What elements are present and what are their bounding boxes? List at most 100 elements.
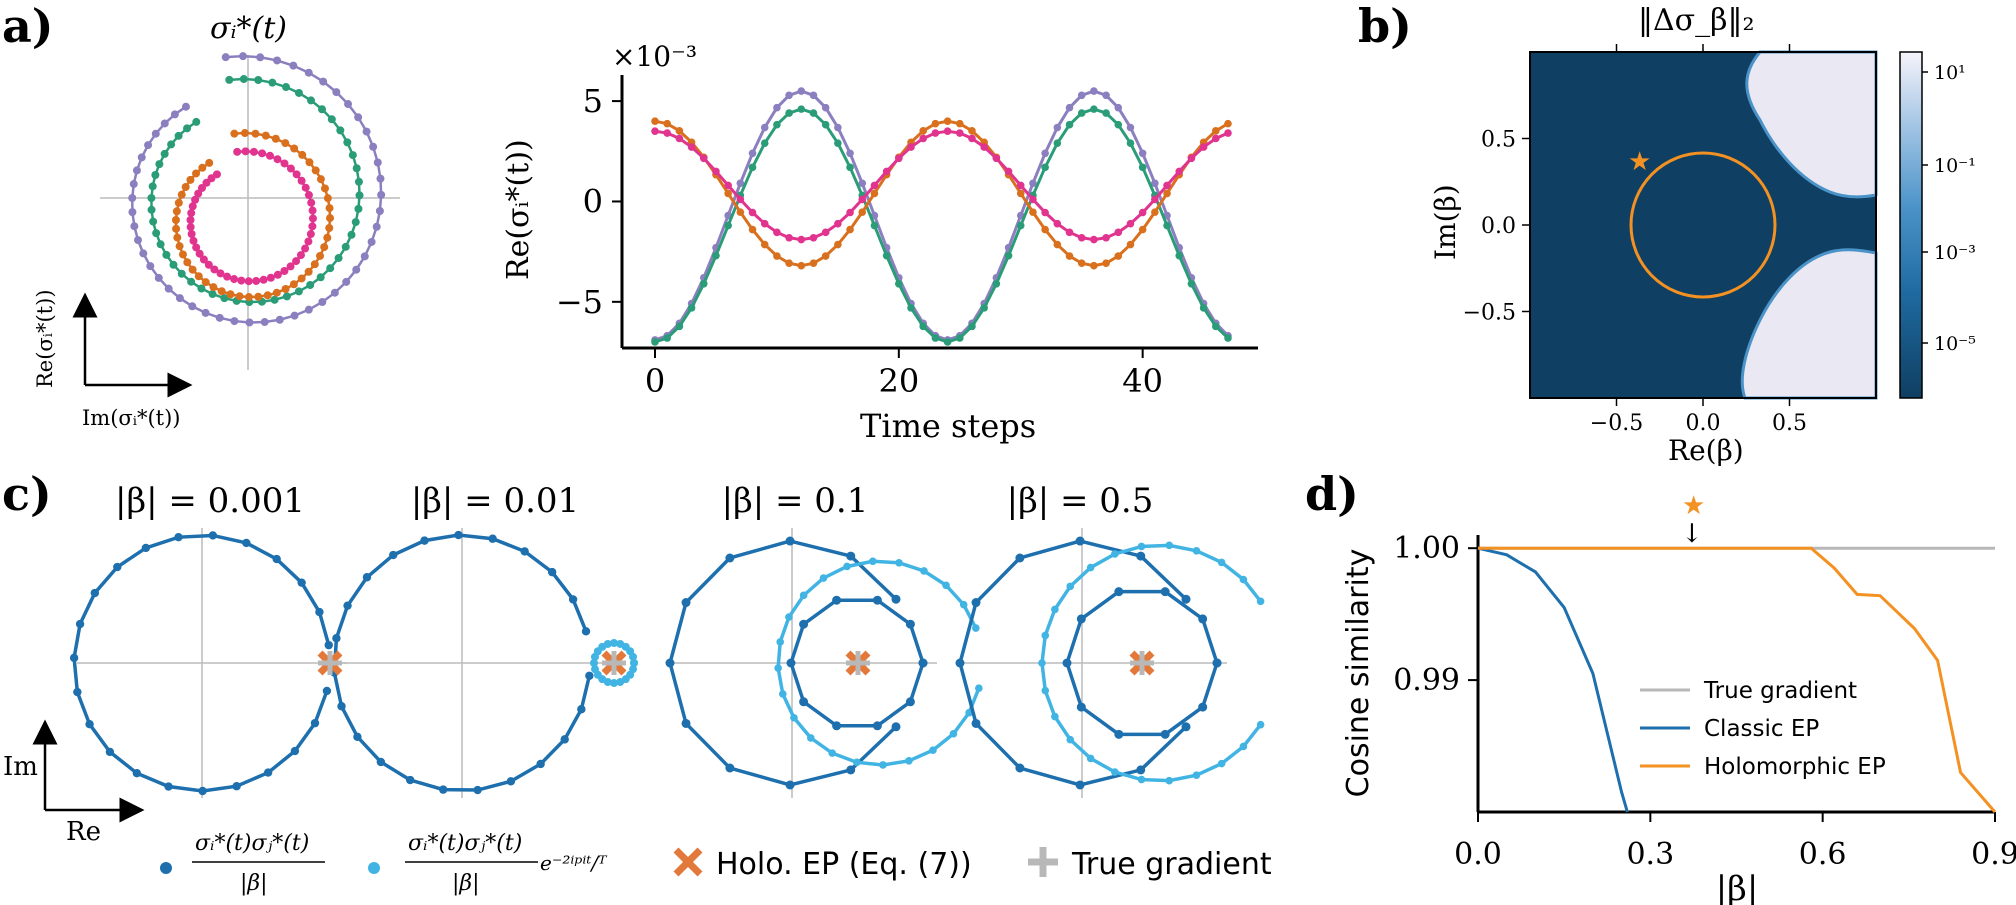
c4-light-point: [1041, 686, 1050, 695]
ts-y-tick-label: 5: [583, 82, 603, 120]
ts-point: [821, 228, 830, 237]
c1-dark-point: [69, 653, 79, 663]
spiral-point: [308, 206, 317, 215]
spiral-point: [233, 147, 242, 156]
spiral-point: [344, 100, 353, 109]
c3-dark-outer-point: [891, 594, 901, 604]
c3-light-point: [895, 558, 903, 567]
ts-y-tick-label: −5: [556, 283, 603, 321]
spiral-point: [304, 305, 313, 314]
spiral-point: [237, 276, 246, 285]
ts-point: [1175, 167, 1184, 176]
spiral-point: [188, 202, 197, 211]
c4-dark-inner-point: [1062, 658, 1072, 668]
ts-point: [1126, 139, 1135, 148]
ts-point: [1151, 208, 1159, 216]
c4-dark-outer-point: [1181, 594, 1191, 604]
spiral-point: [352, 265, 361, 274]
spiral-point: [354, 113, 363, 122]
d-x-tick-label: 0.6: [1799, 837, 1847, 872]
spiral-point: [325, 204, 334, 213]
ts-point: [1077, 233, 1086, 242]
spiral-point: [177, 269, 186, 278]
spiral-point: [191, 195, 200, 204]
spiral-point: [305, 158, 314, 167]
spiral-point: [230, 129, 239, 138]
d-y-tick-label: 0.99: [1393, 663, 1460, 698]
spiral-point: [372, 222, 381, 231]
c4-dark-outer-point: [955, 658, 965, 668]
c1-dark-point: [263, 768, 273, 777]
ts-point: [797, 235, 806, 244]
spiral-point: [280, 266, 289, 275]
spiral-point: [244, 277, 253, 286]
spiral-point: [332, 88, 341, 97]
ts-point: [1199, 143, 1208, 151]
ts-point: [846, 208, 854, 217]
spiral-point: [187, 230, 196, 239]
spiral-point: [149, 217, 158, 226]
c4-dark-inner-point: [1160, 587, 1170, 597]
ts-point: [724, 189, 732, 198]
spiral-point: [354, 204, 363, 213]
spiral-point: [151, 129, 160, 138]
spiral-point: [318, 298, 327, 307]
spiral-point: [154, 273, 163, 282]
c4-light-point: [1256, 720, 1265, 729]
heat-y-tick-label: −0.5: [1463, 301, 1516, 326]
c3-light-point: [942, 581, 950, 590]
spiral-point: [301, 183, 310, 192]
ts-point: [943, 117, 952, 125]
ts-point: [980, 304, 988, 312]
c1-dark-point: [315, 607, 324, 617]
c2-dark-point: [568, 595, 578, 604]
ts-point: [1138, 208, 1147, 217]
spiral-point: [298, 150, 307, 159]
spiral-point: [268, 78, 277, 87]
c3-light-point: [806, 734, 815, 742]
c2-light-point: [610, 679, 618, 687]
spiral-point: [342, 277, 351, 286]
spiral-point: [251, 129, 260, 138]
ts-point: [1053, 240, 1062, 249]
panel-a-letter: a): [2, 0, 54, 53]
c4-light-point: [1239, 742, 1248, 751]
ts-point: [858, 179, 867, 188]
spiral-point: [273, 56, 282, 65]
spiral-point: [351, 218, 360, 227]
ts-point: [1102, 259, 1110, 268]
c3-dark-outer-point: [725, 763, 735, 773]
spiral-point: [194, 272, 203, 281]
c3-dark-outer-point: [725, 553, 735, 563]
ts-point: [651, 127, 659, 136]
c3-light-point: [975, 684, 983, 693]
c3-dark-inner-point: [918, 658, 928, 668]
spiral-point: [352, 164, 361, 173]
c2-dark-point: [520, 547, 529, 556]
c3-light-point: [843, 562, 851, 571]
ts-x-tick-label: 20: [878, 362, 919, 400]
spiral-point: [304, 191, 313, 200]
spiral-point: [316, 175, 325, 184]
ts-point: [834, 219, 842, 228]
c4-light-point: [1041, 631, 1050, 640]
ts-point: [1114, 252, 1123, 260]
ts-xlabel: Time steps: [860, 407, 1036, 445]
spiral-point: [128, 194, 137, 202]
c3-light-point: [828, 749, 837, 757]
ts-point: [1114, 103, 1123, 112]
c4-light-point: [1111, 768, 1119, 776]
c2-light-point: [629, 665, 638, 674]
c2-dark-point: [585, 671, 594, 680]
legend-true-label: True gradient: [1071, 847, 1272, 882]
spiral-point: [245, 318, 254, 327]
spiral-axis-re: Re(σᵢ*(t)): [33, 289, 57, 388]
c3-dark-inner-point: [905, 697, 915, 707]
ts-point: [1138, 149, 1147, 158]
spiral-point: [221, 53, 230, 62]
c1-dark-point: [324, 640, 333, 650]
spiral-point: [144, 141, 153, 150]
spiral-point: [188, 265, 197, 274]
ts-x-tick-label: 0: [645, 362, 665, 400]
spiral-point: [216, 269, 225, 278]
